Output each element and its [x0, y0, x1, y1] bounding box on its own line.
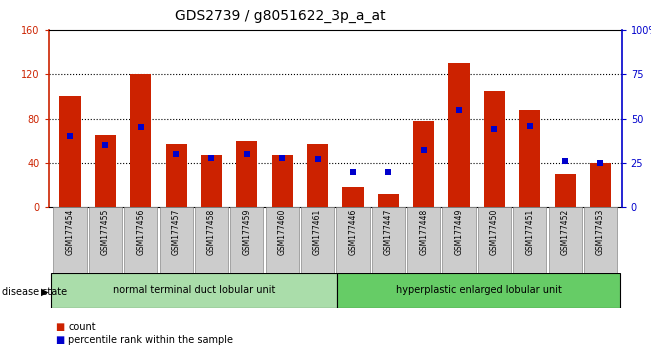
Bar — [555, 174, 575, 207]
Bar — [590, 163, 611, 207]
Bar — [407, 207, 440, 273]
Text: GDS2739 / g8051622_3p_a_at: GDS2739 / g8051622_3p_a_at — [174, 9, 385, 23]
Bar — [478, 207, 511, 273]
Bar — [159, 207, 193, 273]
Text: GSM177447: GSM177447 — [384, 209, 393, 256]
Point — [560, 158, 570, 164]
Text: percentile rank within the sample: percentile rank within the sample — [68, 335, 233, 345]
Bar — [271, 155, 293, 207]
Bar — [519, 110, 540, 207]
Bar — [413, 121, 434, 207]
Bar — [230, 207, 264, 273]
Bar — [584, 207, 617, 273]
Point — [525, 123, 535, 129]
Bar — [301, 207, 334, 273]
Bar — [89, 207, 122, 273]
Bar — [165, 144, 187, 207]
Text: GSM177456: GSM177456 — [136, 209, 145, 256]
Text: ■: ■ — [55, 322, 64, 332]
Text: hyperplastic enlarged lobular unit: hyperplastic enlarged lobular unit — [396, 285, 561, 295]
Text: GSM177451: GSM177451 — [525, 209, 534, 255]
Point — [419, 148, 429, 153]
Bar — [124, 207, 158, 273]
Point — [171, 151, 182, 157]
Text: GSM177457: GSM177457 — [172, 209, 180, 256]
Bar — [449, 63, 469, 207]
Bar — [443, 207, 476, 273]
Bar — [484, 91, 505, 207]
Text: GSM177458: GSM177458 — [207, 209, 216, 255]
Bar — [307, 144, 328, 207]
Bar — [195, 207, 228, 273]
Point — [206, 155, 217, 160]
Text: ■: ■ — [55, 335, 64, 345]
Text: GSM177460: GSM177460 — [278, 209, 286, 256]
Bar — [337, 273, 620, 308]
Text: GSM177454: GSM177454 — [66, 209, 75, 256]
Text: GSM177450: GSM177450 — [490, 209, 499, 256]
Point — [135, 125, 146, 130]
Bar — [549, 207, 582, 273]
Bar — [53, 207, 87, 273]
Bar — [59, 96, 81, 207]
Bar — [266, 207, 299, 273]
Point — [242, 151, 252, 157]
Point — [595, 160, 605, 166]
Point — [454, 107, 464, 113]
Text: ▶: ▶ — [41, 287, 49, 297]
Point — [489, 126, 499, 132]
Bar — [201, 155, 222, 207]
Point — [383, 169, 393, 175]
Bar — [95, 135, 116, 207]
Text: GSM177455: GSM177455 — [101, 209, 110, 256]
Bar — [236, 141, 257, 207]
Text: GSM177446: GSM177446 — [348, 209, 357, 256]
Bar — [372, 207, 405, 273]
Point — [277, 155, 288, 160]
Point — [312, 156, 323, 162]
Text: GSM177448: GSM177448 — [419, 209, 428, 255]
Bar — [513, 207, 546, 273]
Bar — [130, 74, 152, 207]
Text: GSM177461: GSM177461 — [313, 209, 322, 255]
Text: GSM177453: GSM177453 — [596, 209, 605, 256]
Point — [65, 133, 76, 139]
Text: GSM177459: GSM177459 — [242, 209, 251, 256]
Text: GSM177452: GSM177452 — [561, 209, 570, 255]
Bar — [51, 273, 337, 308]
Text: disease state: disease state — [2, 287, 67, 297]
Text: GSM177449: GSM177449 — [454, 209, 464, 256]
Text: count: count — [68, 322, 96, 332]
Bar — [342, 187, 363, 207]
Bar — [337, 207, 370, 273]
Point — [100, 142, 111, 148]
Text: normal terminal duct lobular unit: normal terminal duct lobular unit — [113, 285, 275, 295]
Bar — [378, 194, 399, 207]
Point — [348, 169, 358, 175]
